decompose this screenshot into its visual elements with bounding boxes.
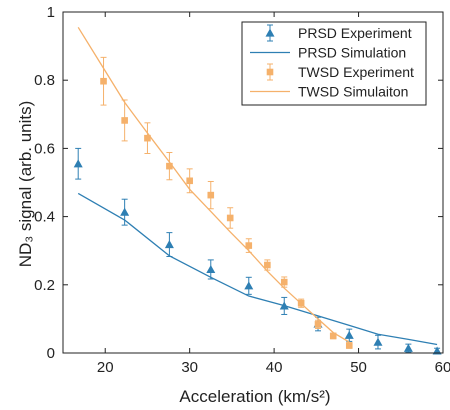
prsd-experiment-point bbox=[373, 337, 383, 346]
legend: PRSD Experiment PRSD Simulation TWSD Exper… bbox=[241, 21, 427, 106]
legend-prsd-simulation-label: PRSD Simulation bbox=[298, 45, 406, 61]
prsd-experiment-point bbox=[164, 240, 174, 249]
legend-prsd-experiment-label: PRSD Experiment bbox=[298, 25, 412, 41]
prsd-experiment-point bbox=[73, 159, 83, 168]
legend-prsd-experiment-marker bbox=[265, 28, 275, 37]
twsd-experiment-point bbox=[166, 162, 173, 170]
twsd-experiment-point bbox=[280, 278, 288, 286]
y-axis-ticks: 0 0.2 0.4 0.6 0.8 1 bbox=[34, 4, 443, 362]
twsd-experiment-point bbox=[245, 242, 253, 249]
prsd-experiment-point bbox=[120, 207, 130, 216]
prsd-experiment-point bbox=[206, 264, 216, 274]
twsd-experiment-point bbox=[186, 177, 193, 185]
x-axis-label: Acceleration (km/s²) bbox=[179, 387, 330, 406]
y-tick-label: 0.8 bbox=[34, 72, 55, 89]
prsd-experiment-point bbox=[244, 281, 254, 290]
twsd-experiment-point bbox=[100, 77, 107, 85]
twsd-experiment-point bbox=[121, 117, 128, 124]
prsd-experiment-point bbox=[403, 343, 413, 352]
y-tick-label: 1 bbox=[47, 4, 55, 21]
prsd-simulation-line bbox=[77, 192, 438, 346]
axes-box bbox=[62, 11, 444, 354]
x-tick-label: 20 bbox=[97, 359, 114, 376]
twsd-experiment-point bbox=[329, 332, 337, 340]
x-axis-ticks: 20 30 40 50 60 bbox=[97, 12, 450, 376]
twsd-experiment-point bbox=[345, 342, 353, 349]
x-tick-label: 40 bbox=[266, 359, 283, 376]
x-tick-label: 30 bbox=[181, 359, 198, 376]
twsd-experiment-point bbox=[264, 261, 271, 269]
y-tick-label: 0.6 bbox=[34, 140, 55, 157]
legend-twsd-experiment-label: TWSD Experiment bbox=[298, 64, 414, 80]
y-axis-label: ND₃ signal (arb. units) bbox=[16, 101, 35, 268]
twsd-experiment-point bbox=[207, 191, 215, 199]
y-tick-label: 0.4 bbox=[34, 209, 55, 226]
x-tick-label: 60 bbox=[435, 359, 450, 376]
prsd-experiment-point bbox=[344, 330, 354, 339]
legend-twsd-experiment-marker bbox=[266, 68, 274, 76]
axes-frame bbox=[62, 11, 444, 354]
y-tick-label: 0 bbox=[47, 345, 55, 362]
twsd-experiment-point bbox=[314, 321, 322, 328]
twsd-experiment-point bbox=[226, 214, 234, 222]
legend-twsd-simulaiton-label: TWSD Simulaiton bbox=[298, 84, 408, 100]
plot-area bbox=[73, 27, 442, 355]
x-tick-label: 50 bbox=[350, 359, 367, 376]
twsd-experiment-point bbox=[144, 134, 151, 142]
twsd-simulaiton-line bbox=[77, 27, 350, 343]
y-tick-label: 0.2 bbox=[34, 277, 55, 294]
